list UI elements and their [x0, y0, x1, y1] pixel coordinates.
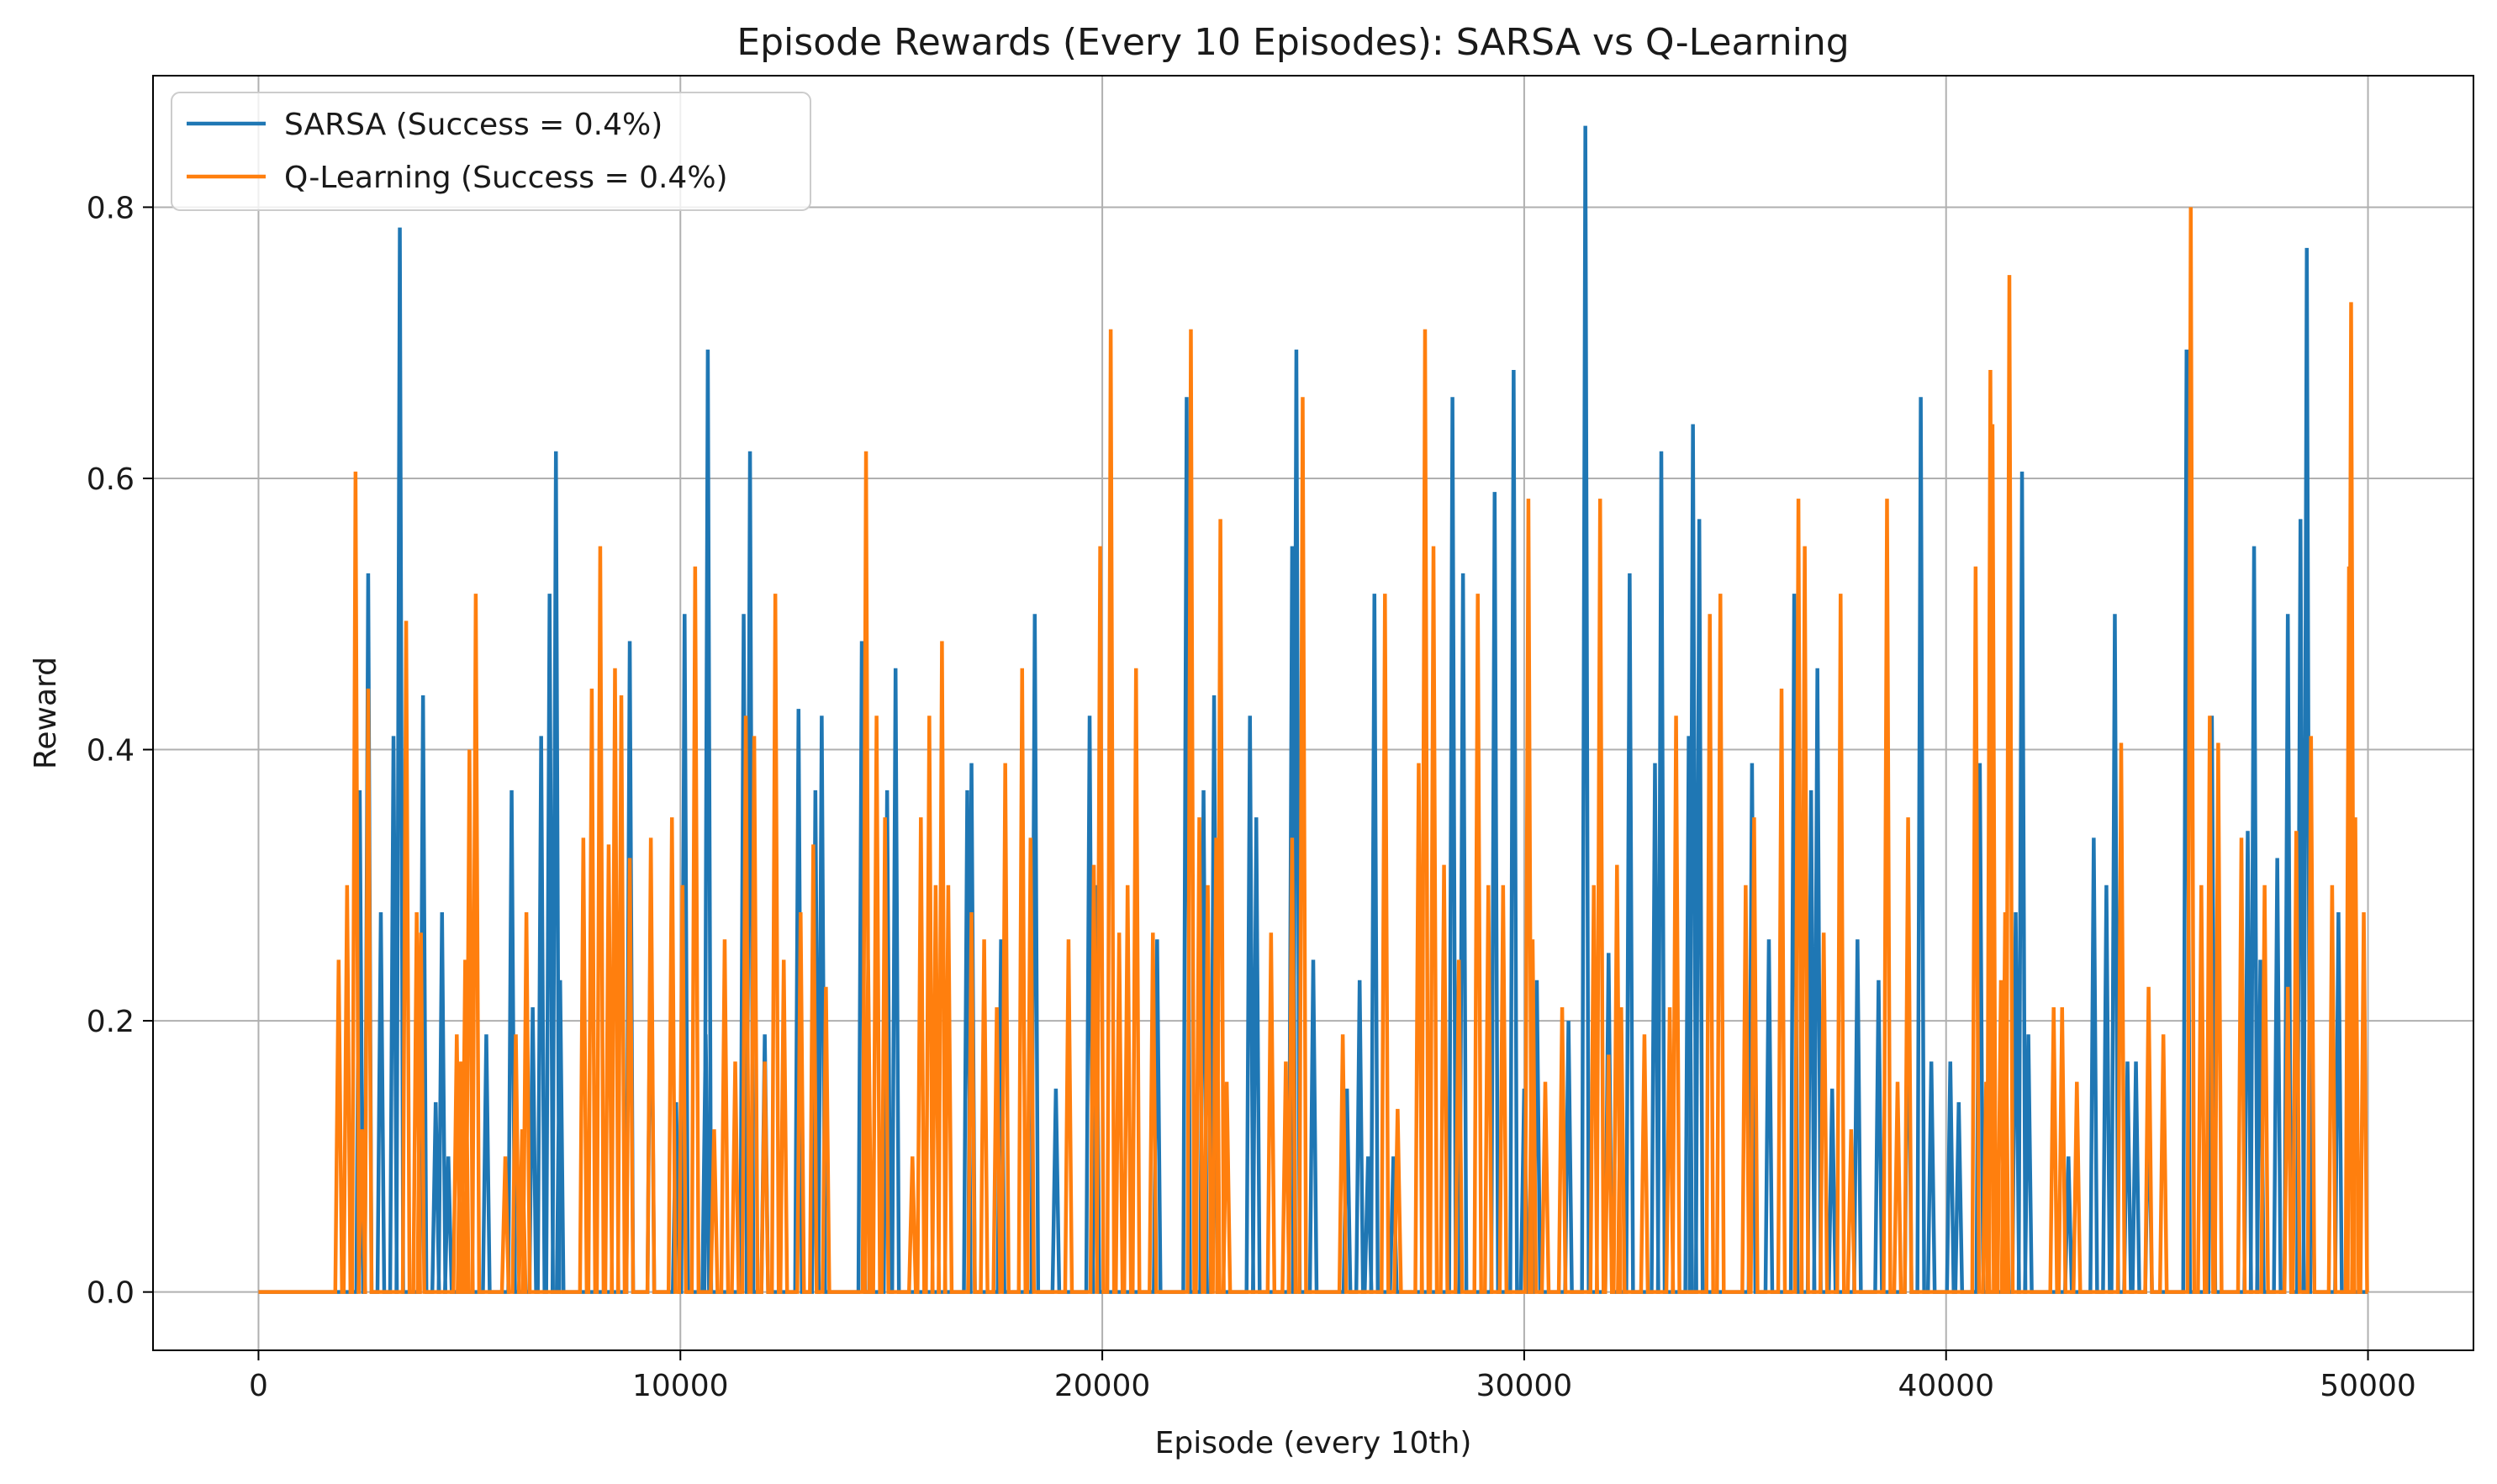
x-tick-label: 30000: [1476, 1369, 1573, 1403]
series-line-q-learning: [258, 207, 2369, 1294]
x-tick-label: 40000: [1898, 1369, 1994, 1403]
y-tick-label: 0.2: [87, 1005, 135, 1039]
plot-area: [258, 125, 2369, 1294]
y-tick-label: 0.0: [87, 1276, 135, 1311]
y-axis-label: Reward: [29, 657, 63, 769]
y-axis: 0.0 0.2 0.4 0.6 0.8: [87, 191, 153, 1311]
chart-title: Episode Rewards (Every 10 Episodes): SAR…: [736, 21, 1849, 64]
y-tick-label: 0.4: [87, 734, 135, 768]
legend-label-q-learning: Q-Learning (Success = 0.4%): [284, 161, 728, 195]
y-tick-label: 0.6: [87, 462, 135, 497]
y-tick-label: 0.8: [87, 191, 135, 225]
x-tick-label: 0: [249, 1369, 268, 1403]
x-tick-label: 20000: [1054, 1369, 1151, 1403]
x-axis: 0 10000 20000 30000 40000 50000: [249, 1350, 2416, 1403]
x-tick-label: 10000: [632, 1369, 729, 1403]
x-tick-label: 50000: [2320, 1369, 2416, 1403]
x-axis-label: Episode (every 10th): [1155, 1426, 1472, 1460]
legend-label-sarsa: SARSA (Success = 0.4%): [284, 108, 663, 142]
legend: SARSA (Success = 0.4%) Q-Learning (Succe…: [171, 92, 811, 211]
legend-box: [171, 92, 811, 211]
plot-frame: [152, 75, 2474, 1351]
